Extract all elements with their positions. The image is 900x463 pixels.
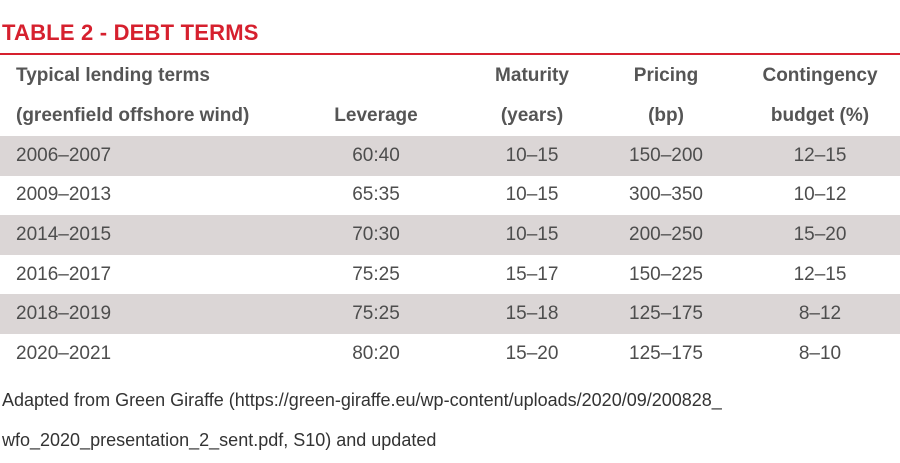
cell-period: 2006–2007 <box>0 136 280 176</box>
table-row: 2020–2021 80:20 15–20 125–175 8–10 <box>0 334 900 374</box>
cell-pricing: 200–250 <box>592 215 740 255</box>
cell-period: 2016–2017 <box>16 263 112 285</box>
cell-pricing: 150–225 <box>629 263 703 285</box>
table-title: TABLE 2 - DEBT TERMS <box>2 20 259 45</box>
cell-contingency: 15–20 <box>740 215 900 255</box>
cell-pricing: 300–350 <box>629 184 703 206</box>
cell-maturity: 10–15 <box>505 184 559 206</box>
debt-terms-table: Typical lending terms Maturity Pricing C… <box>0 56 900 374</box>
cell-contingency: 8–10 <box>798 342 842 364</box>
cell-leverage: 75:25 <box>352 263 400 285</box>
cell-contingency: 8–12 <box>740 294 900 334</box>
cell-period: 2020–2021 <box>16 342 112 364</box>
cell-maturity: 15–20 <box>505 342 559 364</box>
table-row: 2018–2019 75:25 15–18 125–175 8–12 <box>0 294 900 334</box>
header-row-2: (greenfield offshore wind) Leverage (yea… <box>0 96 900 136</box>
cell-leverage: 75:25 <box>280 294 472 334</box>
header-terms-line2: (greenfield offshore wind) <box>16 105 250 126</box>
source-note-line2: wfo_2020_presentation_2_sent.pdf, S10) a… <box>2 430 437 450</box>
cell-leverage: 65:35 <box>352 184 400 206</box>
cell-leverage: 70:30 <box>280 215 472 255</box>
header-maturity-line1: Maturity <box>495 65 569 86</box>
header-pricing-line1: Pricing <box>633 65 699 86</box>
cell-maturity: 15–18 <box>472 294 592 334</box>
cell-period: 2018–2019 <box>0 294 280 334</box>
table-body: 2006–2007 60:40 10–15 150–200 12–15 2009… <box>0 136 900 374</box>
source-note: Adapted from Green Giraffe (https://gree… <box>2 380 898 460</box>
table-row: 2014–2015 70:30 10–15 200–250 15–20 <box>0 215 900 255</box>
header-contingency-line1: Contingency <box>762 65 878 86</box>
header-row-1: Typical lending terms Maturity Pricing C… <box>0 56 900 96</box>
cell-pricing: 125–175 <box>592 294 740 334</box>
table-row: 2006–2007 60:40 10–15 150–200 12–15 <box>0 136 900 176</box>
cell-period: 2014–2015 <box>0 215 280 255</box>
title-divider <box>0 53 900 55</box>
header-leverage-line1 <box>280 56 472 96</box>
cell-pricing: 125–175 <box>629 342 703 364</box>
cell-contingency: 12–15 <box>793 263 847 285</box>
cell-pricing: 150–200 <box>592 136 740 176</box>
cell-maturity: 15–17 <box>505 263 559 285</box>
cell-leverage: 60:40 <box>280 136 472 176</box>
table-row: 2009–2013 65:35 10–15 300–350 10–12 <box>0 176 900 216</box>
header-pricing-line2: (bp) <box>648 105 684 126</box>
header-terms-line1: Typical lending terms <box>16 65 210 86</box>
cell-maturity: 10–15 <box>472 136 592 176</box>
source-note-line1: Adapted from Green Giraffe (https://gree… <box>2 390 722 410</box>
header-contingency-line2: budget (%) <box>770 105 870 126</box>
cell-maturity: 10–15 <box>472 215 592 255</box>
cell-contingency: 12–15 <box>740 136 900 176</box>
table-row: 2016–2017 75:25 15–17 150–225 12–15 <box>0 255 900 295</box>
cell-contingency: 10–12 <box>793 184 847 206</box>
cell-leverage: 80:20 <box>352 342 400 364</box>
header-maturity-line2: (years) <box>500 105 564 126</box>
table-header: Typical lending terms Maturity Pricing C… <box>0 56 900 136</box>
cell-period: 2009–2013 <box>16 184 112 206</box>
header-leverage: Leverage <box>334 105 418 126</box>
